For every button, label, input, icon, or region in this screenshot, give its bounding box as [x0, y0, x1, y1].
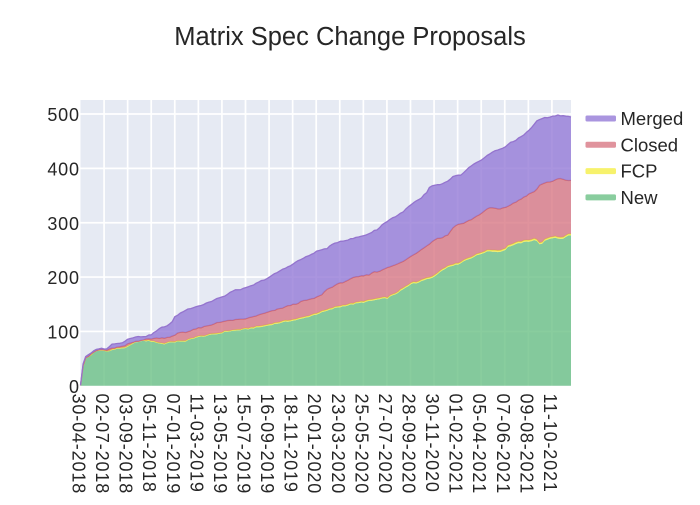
- svg-text:01-02-2021: 01-02-2021: [446, 394, 466, 495]
- svg-text:23-03-2020: 23-03-2020: [328, 394, 348, 495]
- svg-text:New: New: [621, 187, 659, 208]
- svg-text:FCP: FCP: [621, 161, 658, 182]
- svg-text:05-11-2018: 05-11-2018: [139, 394, 159, 493]
- svg-text:07-06-2021: 07-06-2021: [493, 394, 513, 495]
- svg-text:02-07-2018: 02-07-2018: [92, 394, 112, 495]
- svg-text:11-10-2021: 11-10-2021: [540, 394, 560, 493]
- svg-text:500: 500: [47, 105, 79, 125]
- svg-text:27-07-2020: 27-07-2020: [375, 394, 395, 495]
- svg-text:0: 0: [69, 377, 80, 397]
- svg-text:Merged: Merged: [621, 108, 684, 129]
- svg-text:18-11-2019: 18-11-2019: [281, 394, 301, 493]
- svg-text:03-09-2018: 03-09-2018: [116, 394, 136, 495]
- svg-text:16-09-2019: 16-09-2019: [257, 394, 277, 495]
- svg-text:Matrix Spec Change Proposals: Matrix Spec Change Proposals: [174, 23, 526, 51]
- svg-text:30-04-2018: 30-04-2018: [69, 394, 89, 495]
- svg-text:300: 300: [47, 214, 79, 234]
- svg-text:Closed: Closed: [621, 134, 679, 155]
- svg-text:28-09-2020: 28-09-2020: [398, 394, 418, 495]
- svg-text:09-08-2021: 09-08-2021: [516, 394, 536, 495]
- svg-text:07-01-2019: 07-01-2019: [163, 394, 183, 495]
- svg-text:100: 100: [47, 323, 79, 343]
- svg-text:20-01-2020: 20-01-2020: [304, 394, 324, 495]
- svg-text:30-11-2020: 30-11-2020: [422, 394, 442, 493]
- svg-text:13-05-2019: 13-05-2019: [210, 394, 230, 495]
- svg-text:15-07-2019: 15-07-2019: [234, 394, 254, 495]
- svg-text:25-05-2020: 25-05-2020: [351, 394, 371, 495]
- svg-text:11-03-2019: 11-03-2019: [186, 394, 206, 493]
- svg-text:05-04-2021: 05-04-2021: [469, 394, 489, 495]
- svg-text:200: 200: [47, 268, 79, 288]
- svg-text:400: 400: [47, 160, 79, 180]
